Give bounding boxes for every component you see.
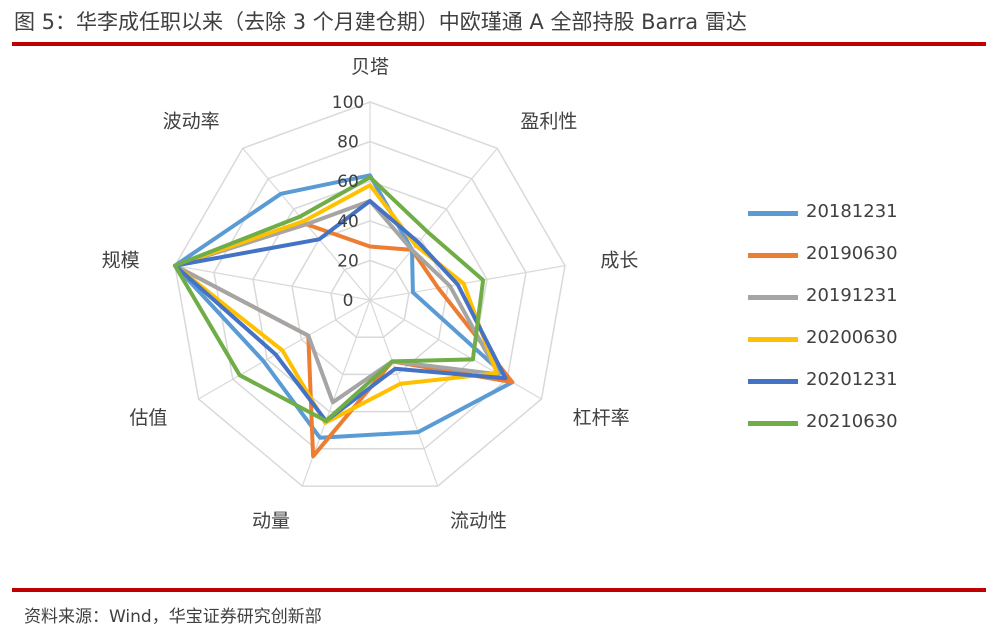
legend-label: 20190630 [806,243,898,264]
grid-spoke-2 [369,265,566,301]
tick-label-40: 40 [337,212,359,232]
grid-spoke-6 [198,299,371,400]
axis-label-0: 贝塔 [351,56,389,78]
legend-item-20210630: 20210630 [748,406,988,448]
legend-swatch [748,211,798,216]
legend-item-20200630: 20200630 [748,322,988,364]
legend-swatch [748,295,798,300]
tick-label-100: 100 [332,93,364,113]
legend-label: 20191231 [806,285,898,306]
radar-series [173,173,515,459]
tick-label-80: 80 [337,133,359,153]
grid-ring-100 [174,101,566,487]
tick-label-0: 0 [343,291,354,311]
radar-grid [174,101,566,487]
legend-item-20201231: 20201231 [748,364,988,406]
legend-item-20190630: 20190630 [748,238,988,280]
series-line-20181231 [173,173,515,440]
axis-label-3: 杠杆率 [573,407,630,429]
title-rule [12,42,986,46]
legend-label: 20181231 [806,201,898,222]
source-note: 资料来源：Wind，华宝证券研究创新部 [24,607,322,627]
axis-label-1: 盈利性 [520,111,577,133]
axis-label-6: 估值 [129,407,167,429]
axis-label-5: 动量 [252,510,290,532]
tick-label-60: 60 [337,172,359,192]
axis-label-8: 波动率 [163,111,220,133]
grid-ring-80 [213,140,527,450]
axis-label-7: 规模 [102,249,140,271]
grid-spoke-1 [369,147,498,301]
axis-label-2: 成长 [600,249,638,271]
source-rule [12,588,986,592]
legend-label: 20201231 [806,369,898,390]
grid-spoke-4 [369,299,439,487]
figure-title: 图 5：华李成任职以来（去除 3 个月建仓期）中欧瑾通 A 全部持股 Barra… [14,10,747,34]
tick-label-20: 20 [337,251,359,271]
grid-ring-20 [330,259,410,338]
chart-legend: 20181231 20190630 20191231 20200630 20201231… [748,196,988,448]
legend-swatch [748,379,798,384]
legend-item-20181231: 20181231 [748,196,988,238]
legend-label: 20200630 [806,327,898,348]
legend-swatch [748,421,798,426]
grid-spoke-7 [174,265,371,301]
legend-swatch [748,337,798,342]
axis-label-4: 流动性 [450,510,507,532]
series-line-20210630 [173,175,486,423]
legend-item-20191231: 20191231 [748,280,988,322]
legend-label: 20210630 [806,411,898,432]
grid-ring-60 [252,180,488,413]
series-line-20201231 [173,199,508,423]
legend-swatch [748,253,798,258]
